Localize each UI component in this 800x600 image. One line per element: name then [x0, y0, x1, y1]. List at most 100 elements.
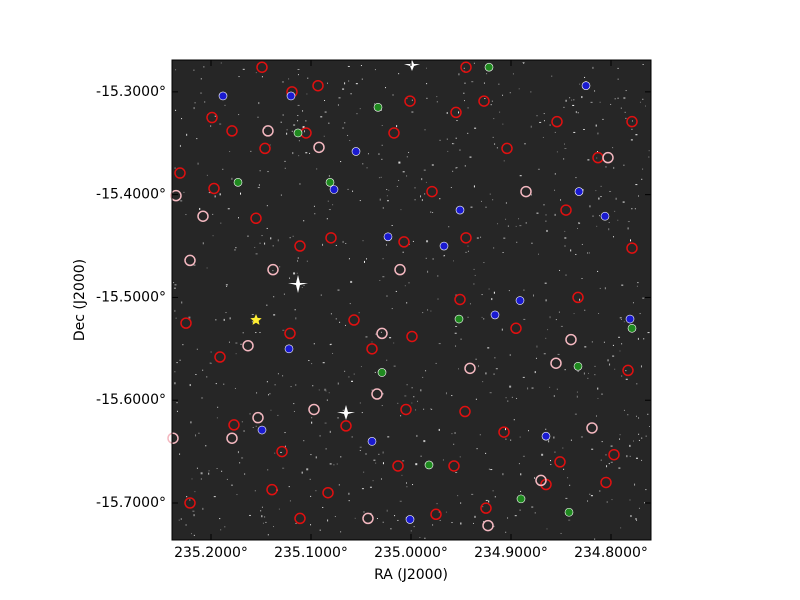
noise-pixel — [388, 189, 390, 191]
noise-pixel — [310, 454, 312, 456]
dot-marker — [367, 437, 377, 446]
noise-pixel — [292, 235, 294, 237]
noise-pixel — [510, 439, 512, 441]
noise-pixel — [297, 115, 299, 117]
noise-pixel — [546, 528, 548, 530]
noise-pixel — [297, 74, 299, 76]
noise-pixel — [509, 92, 511, 94]
noise-pixel — [621, 343, 623, 345]
noise-pixel — [488, 288, 490, 290]
noise-pixel — [257, 116, 259, 118]
noise-pixel — [289, 500, 291, 502]
noise-pixel — [623, 97, 626, 100]
noise-pixel — [374, 103, 376, 105]
noise-pixel — [591, 341, 593, 343]
noise-pixel — [557, 353, 560, 355]
noise-pixel — [402, 251, 404, 253]
noise-pixel — [507, 400, 509, 402]
noise-pixel — [363, 511, 365, 513]
noise-pixel — [202, 507, 204, 510]
noise-pixel — [554, 189, 556, 191]
noise-pixel — [354, 517, 356, 519]
noise-pixel — [295, 384, 297, 386]
noise-pixel — [482, 381, 484, 383]
noise-pixel — [432, 258, 434, 260]
noise-pixel — [349, 303, 351, 305]
noise-pixel — [476, 448, 478, 450]
noise-pixel — [629, 455, 631, 457]
noise-pixel — [589, 205, 591, 208]
noise-pixel — [391, 224, 393, 226]
noise-pixel — [328, 209, 331, 211]
noise-pixel — [625, 90, 627, 92]
noise-pixel — [597, 133, 599, 135]
noise-pixel — [325, 448, 327, 450]
noise-pixel — [621, 284, 624, 286]
noise-pixel — [592, 66, 594, 69]
noise-pixel — [567, 477, 569, 479]
noise-pixel — [255, 72, 257, 74]
noise-pixel — [386, 359, 388, 361]
noise-pixel — [589, 493, 591, 495]
noise-pixel — [439, 519, 441, 521]
noise-pixel — [261, 235, 263, 237]
noise-pixel — [582, 128, 585, 130]
noise-pixel — [427, 270, 429, 273]
noise-pixel — [378, 153, 380, 155]
noise-pixel — [522, 455, 525, 457]
noise-pixel — [492, 490, 494, 492]
noise-pixel — [420, 389, 422, 392]
noise-pixel — [491, 100, 493, 102]
noise-pixel — [627, 227, 629, 230]
noise-pixel — [512, 73, 514, 75]
noise-pixel — [230, 484, 233, 486]
x-tick-label: 235.1000° — [274, 545, 348, 561]
noise-pixel — [509, 385, 512, 388]
noise-pixel — [342, 127, 344, 129]
noise-pixel — [304, 130, 306, 133]
noise-pixel — [518, 88, 520, 90]
noise-pixel — [577, 112, 579, 114]
noise-pixel — [361, 412, 363, 414]
dot-marker — [625, 314, 635, 324]
noise-pixel — [398, 179, 400, 181]
noise-pixel — [227, 208, 230, 210]
noise-pixel — [219, 193, 221, 196]
noise-pixel — [206, 376, 208, 378]
noise-pixel — [360, 65, 362, 67]
noise-pixel — [376, 518, 378, 520]
noise-pixel — [322, 362, 325, 364]
ring-marker — [392, 460, 404, 472]
noise-pixel — [523, 318, 526, 320]
noise-pixel — [347, 65, 350, 67]
noise-pixel — [225, 312, 227, 314]
noise-pixel — [267, 534, 269, 536]
noise-pixel — [374, 371, 376, 373]
noise-pixel — [473, 522, 475, 524]
noise-pixel — [373, 459, 376, 461]
ring-marker — [560, 204, 572, 216]
noise-pixel — [516, 241, 518, 243]
noise-pixel — [426, 83, 428, 85]
noise-pixel — [457, 495, 459, 497]
noise-pixel — [238, 114, 240, 116]
noise-pixel — [577, 227, 579, 229]
noise-pixel — [266, 205, 268, 207]
ring-marker — [197, 210, 209, 222]
noise-pixel — [378, 453, 380, 455]
noise-pixel — [238, 217, 240, 219]
noise-pixel — [415, 409, 417, 411]
noise-pixel — [618, 467, 621, 469]
noise-pixel — [618, 336, 621, 338]
noise-pixel — [223, 383, 225, 385]
noise-pixel — [550, 464, 552, 466]
ring-marker — [550, 357, 562, 369]
noise-pixel — [175, 317, 177, 319]
noise-pixel — [612, 147, 614, 149]
noise-pixel — [306, 260, 308, 262]
noise-pixel — [404, 395, 407, 397]
noise-pixel — [563, 158, 565, 160]
noise-pixel — [193, 107, 195, 110]
noise-pixel — [375, 333, 377, 335]
noise-pixel — [416, 400, 418, 402]
